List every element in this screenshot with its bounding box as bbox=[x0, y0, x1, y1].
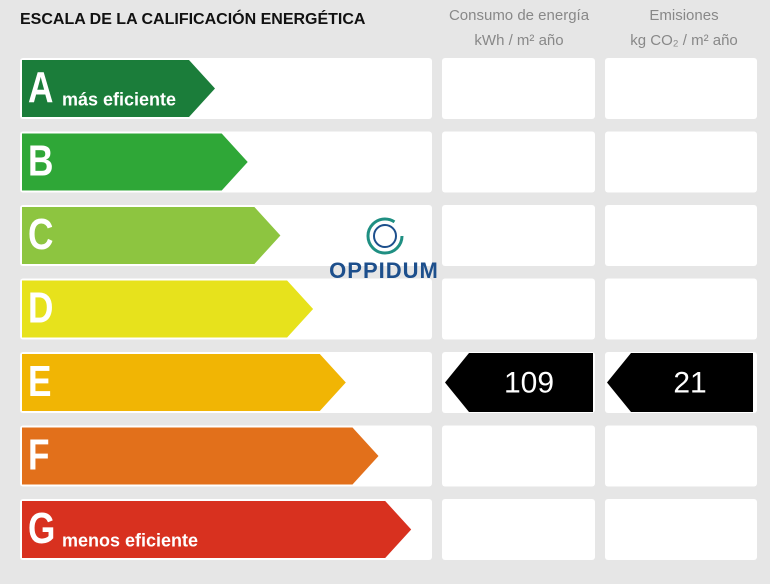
value-arrow bbox=[445, 353, 593, 412]
cell bbox=[605, 425, 757, 487]
rating-arrow bbox=[22, 354, 346, 411]
rating-letter: D bbox=[28, 284, 53, 333]
value: 21 bbox=[673, 366, 706, 399]
rating-letter: B bbox=[28, 137, 53, 186]
cell bbox=[605, 58, 757, 119]
watermark: OPPIDUM bbox=[329, 258, 439, 283]
rating-letter: G bbox=[28, 504, 55, 553]
column-header: Emisiones bbox=[649, 7, 718, 24]
rating-arrow bbox=[22, 501, 412, 558]
rating-letter: E bbox=[28, 357, 51, 406]
cell bbox=[605, 131, 757, 193]
logo-ring bbox=[366, 217, 404, 255]
rating-letter: C bbox=[28, 210, 53, 259]
column-header: Consumo de energía bbox=[449, 7, 590, 24]
cell bbox=[442, 205, 595, 266]
rating-note: más eficiente bbox=[62, 89, 176, 109]
column-unit: kg CO₂ / m² año bbox=[630, 32, 738, 49]
rating-arrow bbox=[22, 207, 281, 264]
logo-dot bbox=[373, 224, 397, 248]
cell bbox=[442, 425, 595, 487]
cell bbox=[605, 499, 757, 560]
rating-arrow bbox=[22, 133, 248, 191]
column-unit: kWh / m² año bbox=[474, 32, 563, 49]
rating-arrow bbox=[22, 60, 215, 117]
cell bbox=[442, 58, 595, 119]
cell bbox=[442, 278, 595, 340]
cell bbox=[442, 131, 595, 193]
value-arrow bbox=[607, 353, 753, 412]
cell bbox=[605, 278, 757, 340]
cell bbox=[605, 205, 757, 266]
rating-arrow bbox=[22, 427, 379, 485]
rating-note: menos eficiente bbox=[62, 530, 198, 550]
value: 109 bbox=[504, 366, 554, 399]
rating-arrow bbox=[22, 280, 314, 338]
rating-letter: F bbox=[28, 431, 50, 480]
title: ESCALA DE LA CALIFICACIÓN ENERGÉTICA bbox=[20, 9, 366, 28]
rating-letter: A bbox=[28, 63, 53, 112]
cell bbox=[442, 499, 595, 560]
